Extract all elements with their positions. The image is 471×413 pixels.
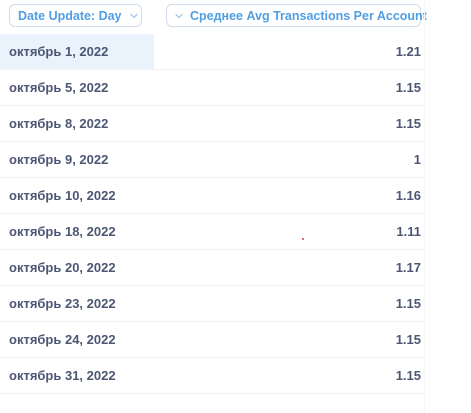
table-row: октябрь 24, 2022 1.15	[0, 322, 424, 358]
chevron-down-icon	[128, 10, 140, 22]
date-cell[interactable]: октябрь 8, 2022	[9, 116, 109, 131]
date-column-header[interactable]: Date Update: Day	[9, 4, 142, 27]
table-body: октябрь 1, 2022 1.21 октябрь 5, 2022 1.1…	[0, 34, 471, 394]
table-row: октябрь 18, 2022 1.11	[0, 214, 424, 250]
date-cell[interactable]: октябрь 24, 2022	[9, 332, 116, 347]
value-cell: 1.15	[395, 116, 421, 131]
table-row: октябрь 10, 2022 1.16	[0, 178, 424, 214]
date-cell[interactable]: октябрь 1, 2022	[0, 34, 154, 69]
value-cell: 1.11	[396, 224, 421, 239]
value-column-label: Среднее Avg Transactions Per Account	[190, 8, 427, 23]
date-cell[interactable]: октябрь 31, 2022	[9, 368, 116, 383]
cursor-dot	[302, 238, 304, 240]
value-cell: 1.15	[395, 332, 421, 347]
table-edge-divider	[424, 0, 425, 413]
value-cell: 1.16	[395, 188, 421, 203]
value-cell: 1.21	[395, 44, 421, 59]
table-row: октябрь 9, 2022 1	[0, 142, 424, 178]
date-cell[interactable]: октябрь 5, 2022	[9, 80, 109, 95]
value-cell: 1.15	[395, 368, 421, 383]
value-column-header[interactable]: Среднее Avg Transactions Per Account	[166, 4, 427, 27]
table-row: октябрь 23, 2022 1.15	[0, 286, 424, 322]
table-row: октябрь 8, 2022 1.15	[0, 106, 424, 142]
table-header: Date Update: Day Среднее Avg Transaction…	[0, 0, 471, 34]
date-column-label: Date Update: Day	[18, 8, 122, 23]
date-cell[interactable]: октябрь 9, 2022	[9, 152, 109, 167]
table-row: октябрь 20, 2022 1.17	[0, 250, 424, 286]
value-cell: 1.15	[395, 80, 421, 95]
value-cell: 1	[413, 152, 421, 167]
value-cell: 1.15	[395, 296, 421, 311]
value-cell: 1.17	[395, 260, 421, 275]
chevron-down-icon	[173, 10, 185, 22]
date-cell[interactable]: октябрь 18, 2022	[9, 224, 116, 239]
date-cell[interactable]: октябрь 10, 2022	[9, 188, 116, 203]
table-row: октябрь 5, 2022 1.15	[0, 70, 424, 106]
date-cell[interactable]: октябрь 20, 2022	[9, 260, 116, 275]
date-cell[interactable]: октябрь 23, 2022	[9, 296, 116, 311]
table-row: октябрь 31, 2022 1.15	[0, 358, 424, 394]
table-row: октябрь 1, 2022 1.21	[0, 34, 424, 70]
